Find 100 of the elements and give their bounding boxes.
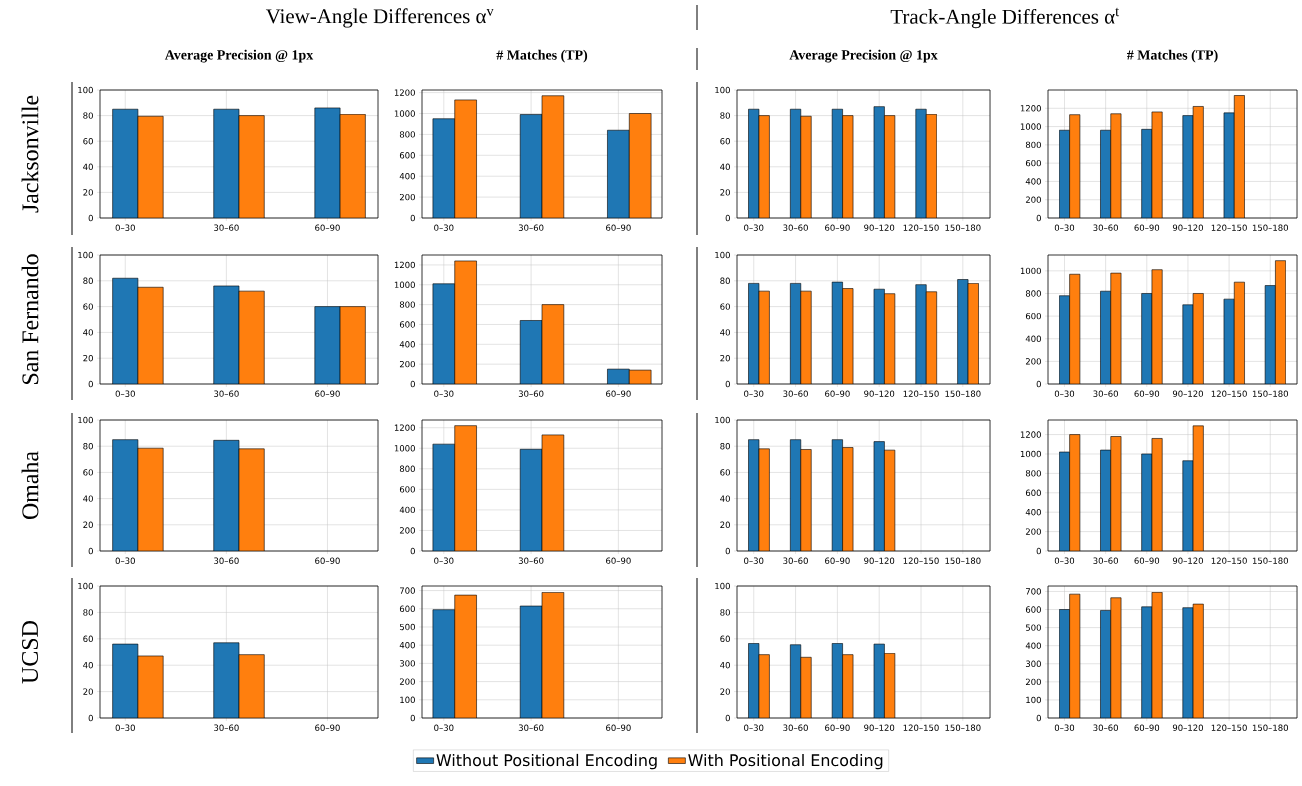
x-tick-label: 90–120 [1172,557,1203,564]
x-tick-label: 0–30 [434,557,454,564]
x-tick-label: 30–60 [1093,390,1118,397]
y-tick-label: 0 [1036,714,1041,722]
y-tick-label: 80 [83,443,93,450]
y-tick-label: 40 [720,163,730,171]
bar [541,592,565,719]
y-tick-label: 200 [1025,358,1041,365]
y-tick-label: 100 [78,251,93,259]
y-tick-label: 40 [720,662,730,669]
x-tick-label: 90–120 [1172,390,1203,397]
y-tick-label: 1000 [1020,267,1041,275]
y-tick-label: 600 [1025,606,1041,613]
y-tick-label: 800 [1025,290,1041,297]
x-tick-label: 0–30 [434,390,454,397]
y-tick-label: 400 [1025,178,1041,185]
y-tick-label: 100 [715,416,730,424]
y-tick-label: 0 [88,547,93,555]
bar [454,425,477,552]
x-tick-label: 60–90 [315,390,340,397]
y-tick-label: 0 [410,547,415,555]
y-tick-label: 20 [720,189,730,196]
y-tick-label: 20 [720,521,730,529]
x-tick-label: 30–60 [214,224,239,231]
y-tick-label: 1000 [1020,450,1041,458]
y-tick-label: 1200 [394,89,415,96]
bar [339,306,366,384]
x-tick-label: 0–30 [434,724,454,731]
y-tick-label: 0 [410,380,415,388]
y-tick-label: 80 [720,609,730,616]
y-tick-label: 100 [78,416,93,424]
x-tick-label: 0–30 [115,557,135,564]
y-axis-title: San Fernando [21,254,39,384]
x-tick-label: 30–60 [518,724,544,731]
x-tick-label: 90–120 [864,390,895,397]
y-tick-label: 100 [715,251,730,259]
y-tick-label: 700 [1026,588,1041,595]
chart-title: Average Precision @ 1px [789,49,938,63]
x-tick-label: 0–30 [115,390,135,397]
y-tick-label: 200 [1025,678,1041,686]
y-tick-label: 0 [88,380,93,388]
y-axis-title: UCSD [21,621,39,684]
x-tick-label: 30–60 [214,557,239,564]
y-tick-label: 0 [1036,380,1041,388]
x-tick-label: 60–90 [606,224,631,231]
y-tick-label: 20 [720,355,730,362]
x-tick-label: 30–60 [783,724,808,731]
y-tick-label: 20 [83,521,93,529]
x-tick-label: 120–150 [1211,224,1247,231]
x-tick-label: 90–120 [1172,724,1203,731]
y-tick-label: 500 [1025,624,1041,631]
y-tick-label: 0 [1036,547,1041,555]
x-tick-label: 30–60 [783,557,808,564]
y-tick-label: 600 [1025,312,1041,320]
x-tick-label: 0–30 [1054,724,1075,731]
y-tick-label: 40 [83,662,93,669]
y-tick-label: 0 [88,214,93,222]
bar [519,448,543,552]
y-tick-label: 500 [399,623,415,631]
y-tick-label: 60 [720,635,730,643]
y-tick-label: 800 [399,301,415,308]
y-tick-label: 100 [715,86,730,94]
x-tick-label: 30–60 [1093,224,1118,231]
x-tick-label: 150–180 [945,224,981,231]
y-tick-label: 1000 [1020,123,1041,130]
x-tick-label: 150–180 [1252,724,1288,731]
y-tick-label: 700 [400,587,415,594]
x-tick-label: 30–60 [518,390,544,397]
x-tick-label: 0–30 [115,724,135,731]
x-tick-label: 60–90 [825,557,850,564]
bar [112,277,139,384]
bar [454,594,477,719]
y-tick-label: 60 [83,303,93,310]
x-tick-label: 60–90 [315,724,340,731]
y-tick-label: 0 [88,714,93,722]
y-tick-label: 0 [1036,214,1041,222]
x-tick-label: 0–30 [744,390,764,397]
y-tick-label: 100 [400,696,415,704]
chart-title: # Matches (TP) [1127,49,1218,63]
y-tick-label: 1200 [394,261,415,269]
bar [541,434,565,552]
x-tick-label: 0–30 [744,724,764,731]
x-tick-label: 120–150 [1211,390,1247,397]
y-tick-label: 600 [399,321,415,328]
x-tick-label: 60–90 [606,390,631,397]
x-tick-label: 120–150 [903,390,939,397]
y-tick-label: 600 [399,486,415,493]
y-tick-label: 600 [1025,159,1041,167]
y-tick-label: 40 [720,495,730,502]
y-tick-label: 80 [720,277,730,285]
x-tick-label: 30–60 [214,724,239,731]
x-tick-label: 30–60 [1093,557,1118,564]
y-tick-label: 80 [720,112,730,119]
y-tick-label: 300 [1025,660,1041,667]
y-tick-label: 200 [399,527,415,534]
bar [519,605,543,719]
x-tick-label: 60–90 [1134,557,1160,564]
y-tick-label: 1000 [394,110,415,117]
bar [314,306,341,384]
x-tick-label: 60–90 [315,224,340,231]
